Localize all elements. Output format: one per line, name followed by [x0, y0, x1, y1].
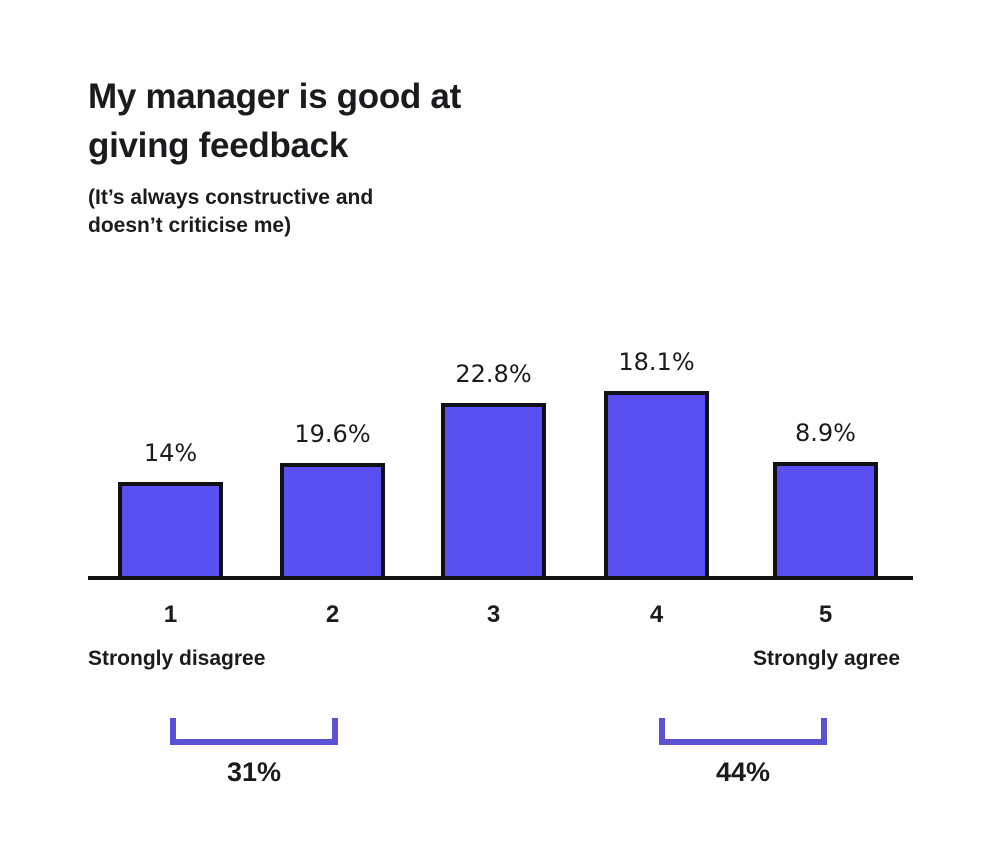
bracket-agree-label: 44%: [715, 757, 771, 787]
bracket-agree-group: [659, 718, 827, 745]
x-tick-2: 2: [325, 601, 340, 628]
x-tick-5: 5: [818, 601, 833, 628]
bar-3: [441, 403, 546, 580]
x-axis-max-label: Strongly agree: [752, 647, 900, 670]
bar-2-value-label: 19.6%: [294, 420, 371, 448]
chart-subtitle-line2: doesn’t criticise me): [88, 214, 292, 237]
bar-3-value-label: 22.8%: [455, 360, 532, 388]
bar-1-value-label: 14%: [143, 439, 198, 467]
x-tick-3: 3: [486, 601, 501, 628]
bar-1: [118, 482, 223, 580]
x-axis-min-label: Strongly disagree: [88, 647, 266, 670]
bar-4-value-label: 18.1%: [618, 348, 695, 376]
x-axis-line: [88, 576, 913, 580]
bar-4: [604, 391, 709, 580]
bar-5: [773, 462, 878, 580]
chart-title: My manager is good at giving feedback: [88, 72, 461, 170]
chart-subtitle-line1: (It’s always constructive and: [88, 186, 374, 209]
x-tick-1: 1: [163, 601, 178, 628]
bracket-disagree-group: [170, 718, 338, 745]
chart-title-line2: giving feedback: [88, 126, 349, 165]
bar-5-value-label: 8.9%: [795, 419, 856, 447]
bracket-disagree-label: 31%: [226, 757, 282, 787]
chart-title-line1: My manager is good at: [88, 77, 461, 116]
x-tick-4: 4: [649, 601, 664, 628]
chart-subtitle: (It’s always constructive and doesn’t cr…: [88, 184, 373, 240]
bar-2: [280, 463, 385, 580]
